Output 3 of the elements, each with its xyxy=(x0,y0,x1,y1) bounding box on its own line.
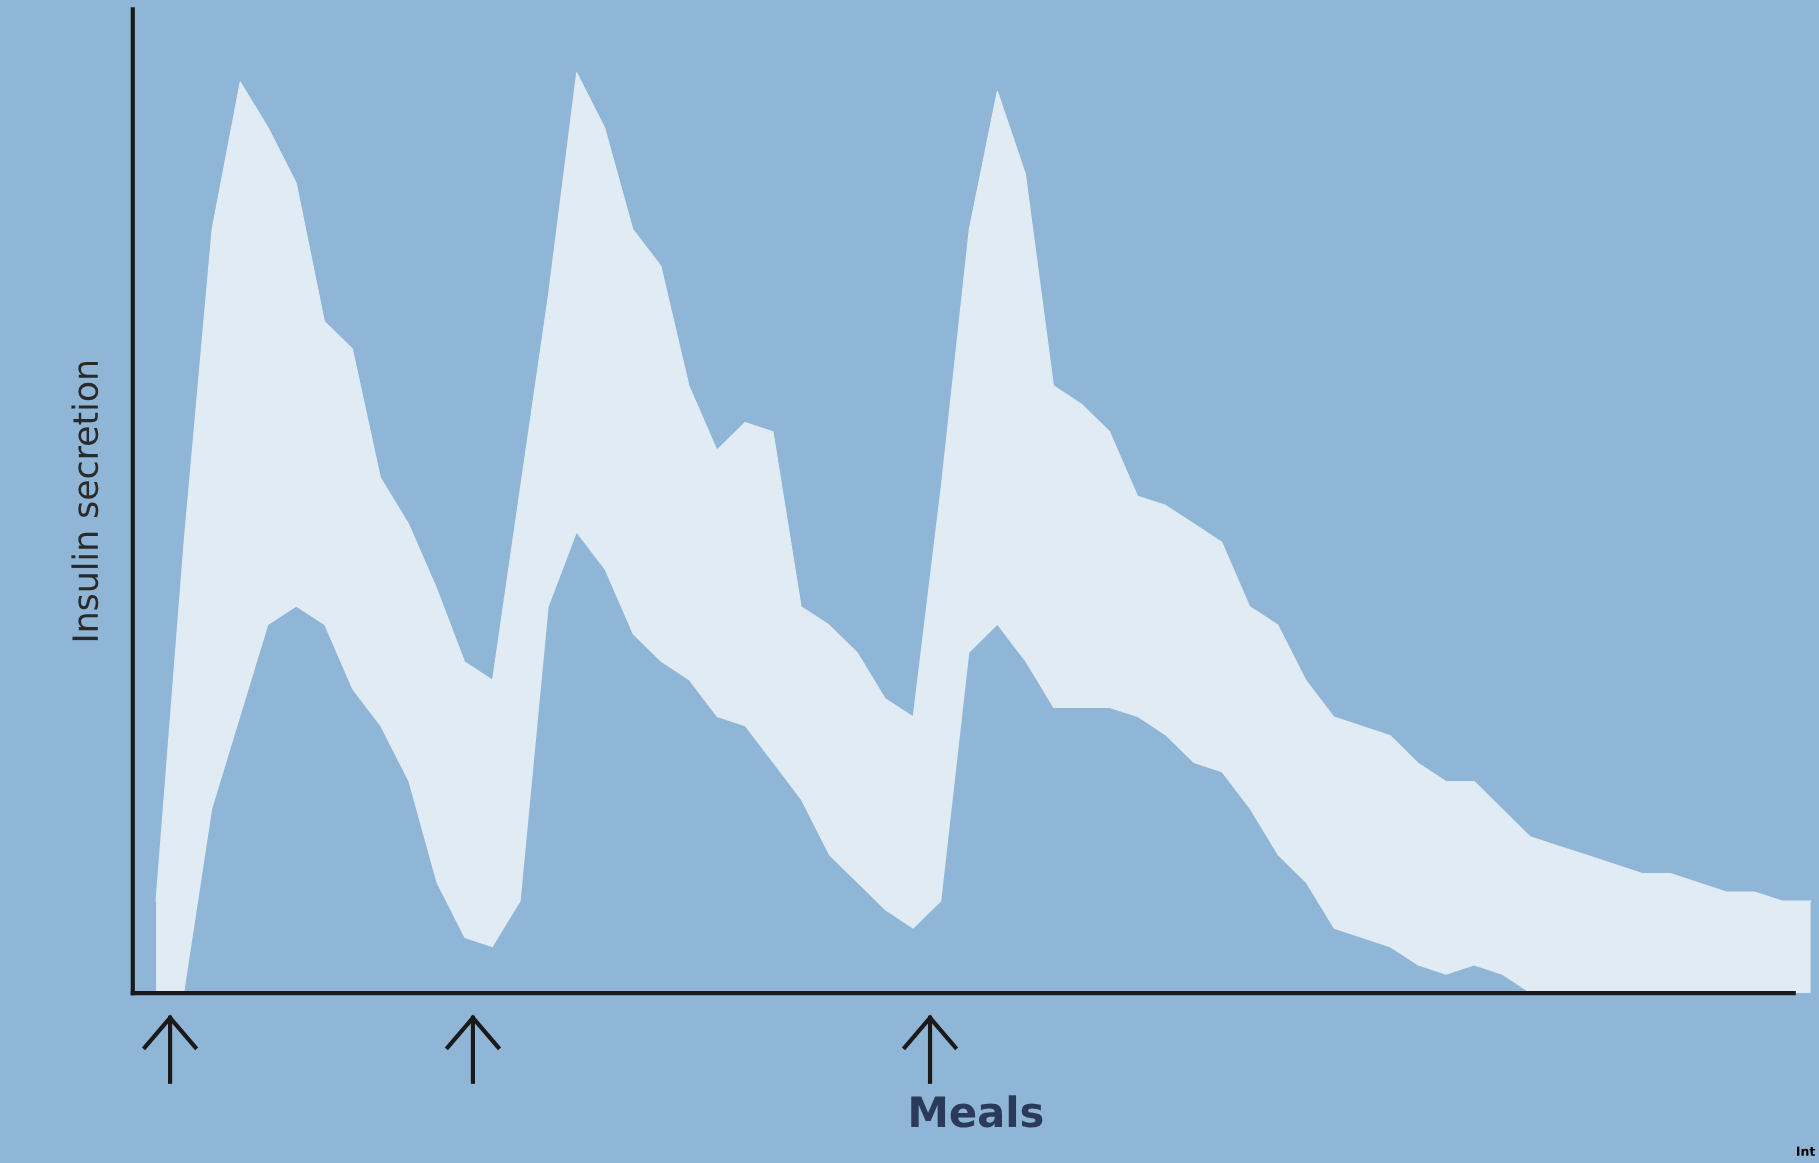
y-axis-title: Insulin secretion xyxy=(71,361,99,641)
text: Int xyxy=(1796,1146,1816,1156)
x-axis-title: Meals xyxy=(911,1095,1043,1128)
